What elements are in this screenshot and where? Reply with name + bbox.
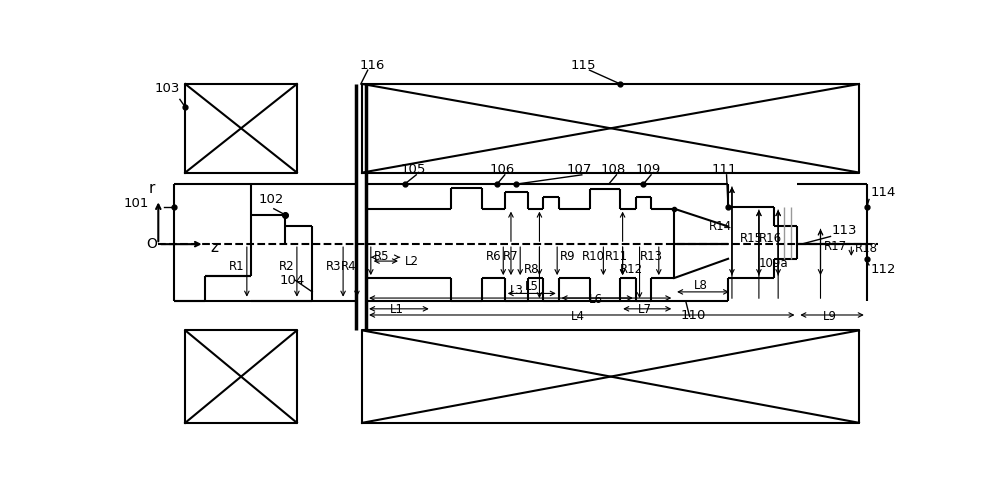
Text: L7: L7: [638, 304, 652, 317]
Text: R15: R15: [740, 232, 763, 245]
Text: 111: 111: [711, 162, 737, 175]
Text: r: r: [149, 181, 155, 195]
Text: 114: 114: [871, 186, 896, 198]
Text: O: O: [147, 237, 158, 251]
Text: R14: R14: [709, 220, 732, 233]
Text: L9: L9: [823, 311, 837, 323]
Text: R2: R2: [279, 261, 295, 274]
Text: R6: R6: [486, 249, 502, 263]
Text: 106: 106: [489, 162, 515, 175]
Text: z: z: [211, 240, 219, 255]
Text: R7: R7: [503, 249, 519, 263]
Text: 107: 107: [566, 162, 592, 175]
Text: L4: L4: [571, 311, 585, 323]
Text: R3: R3: [326, 261, 342, 274]
Text: R4: R4: [341, 261, 356, 274]
Text: L1: L1: [390, 304, 404, 317]
Text: L6: L6: [589, 293, 603, 306]
Text: L5: L5: [525, 281, 539, 294]
Text: R1: R1: [229, 261, 245, 274]
Text: 112: 112: [871, 263, 896, 276]
Text: 103: 103: [154, 82, 180, 95]
Text: 104: 104: [280, 274, 305, 287]
Text: L8: L8: [694, 279, 708, 292]
Text: 102: 102: [258, 193, 284, 206]
Text: R9: R9: [560, 249, 576, 263]
Text: 105: 105: [401, 162, 426, 175]
Text: 113: 113: [832, 224, 858, 237]
Text: 109: 109: [636, 162, 661, 175]
Text: 116: 116: [360, 59, 385, 72]
Text: 108: 108: [601, 162, 626, 175]
Text: R17: R17: [824, 239, 847, 253]
Text: R10: R10: [582, 249, 605, 263]
Text: L2: L2: [405, 255, 419, 268]
Text: R13: R13: [640, 249, 663, 263]
Text: 115: 115: [570, 59, 596, 72]
Text: R8: R8: [524, 263, 540, 276]
Text: R12: R12: [620, 263, 643, 276]
Text: R5: R5: [374, 249, 389, 263]
Text: L3: L3: [509, 284, 523, 297]
Text: R11: R11: [605, 249, 628, 263]
Text: 101: 101: [124, 197, 149, 210]
Text: R18: R18: [855, 242, 878, 255]
Text: R16: R16: [759, 232, 782, 245]
Text: 109a: 109a: [759, 257, 789, 270]
Text: 110: 110: [680, 309, 706, 322]
